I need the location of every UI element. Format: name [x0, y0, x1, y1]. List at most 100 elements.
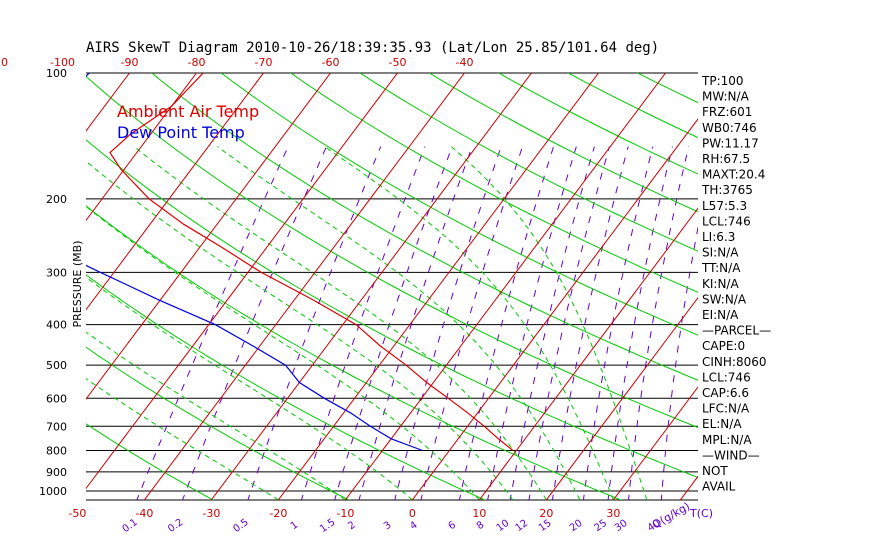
bottom-temp-tick-label: 10: [472, 507, 486, 520]
side-panel-line: FRZ:601: [702, 105, 752, 119]
isotherm--90: [86, 73, 131, 132]
bottom-temp-tick-label: -10: [336, 507, 354, 520]
dry-adiabat-460: [497, 73, 698, 175]
moist-adiabat-35: [450, 146, 648, 500]
isotherm--50: [86, 73, 399, 490]
isotherm--60: [86, 73, 332, 400]
side-panel-line: TP:100: [701, 74, 744, 88]
pressure-tick-labels: 100 200 300 400 500 600 700 800 900 1000: [39, 67, 67, 498]
mixing-ratio-line-3: [394, 146, 502, 500]
top-temp-tick-label: -90: [121, 56, 139, 69]
dry-adiabat-560: [825, 64, 870, 501]
isotherm--110: [0, 54, 10, 502]
dry-adiabat-240: [86, 423, 215, 500]
mixing-ratio-label: 10: [495, 518, 512, 534]
pressure-tick-label: 400: [46, 319, 67, 332]
isotherm--10: [344, 73, 667, 500]
side-panel-line: CINH:8060: [702, 355, 767, 369]
bottom-temp-tick-label: 30: [606, 507, 620, 520]
side-panel-line: PW:11.17: [702, 136, 759, 150]
plot-area: [0, 54, 870, 502]
mixing-ratio-line-0.2: [182, 146, 327, 500]
side-panel-line: L57:5.3: [702, 199, 747, 213]
pressure-tick-label: 800: [46, 444, 67, 457]
side-panel-line: EL:N/A: [702, 417, 742, 431]
moist-adiabat--20: [86, 378, 279, 500]
y-axis-label: PRESSURE (MB): [71, 241, 84, 328]
profile-series: [86, 73, 514, 452]
top-temp-tick-label: -50: [389, 56, 407, 69]
side-panel-line: CAP:6.6: [702, 386, 749, 400]
side-panel-line: NOT: [702, 464, 728, 478]
mixing-ratio-line-30: [627, 146, 690, 500]
side-panel-line: MAXT:20.4: [702, 168, 765, 182]
mixing-ratio-line-6: [458, 146, 554, 500]
top-temp-tick-label: -70: [255, 56, 273, 69]
mixing-ratio-label: 2: [346, 520, 358, 533]
mixing-ratio-unit-label: Q(g/kg): [650, 500, 692, 532]
moist-adiabat-15: [86, 160, 514, 500]
mixing-ratio-line-1: [300, 146, 426, 500]
moist-adiabat-30: [324, 146, 614, 500]
dry-adiabat-380: [220, 73, 698, 336]
moist-adiabat-0: [86, 276, 413, 500]
pressure-tick-label: 600: [46, 392, 67, 405]
pressure-tick-label: 300: [46, 266, 67, 279]
mixing-ratio-line-0.5: [247, 146, 382, 500]
dry-adiabat-280: [86, 274, 487, 500]
side-panel-line: —WIND—: [702, 448, 760, 462]
bottom-temp-tick-label: -40: [135, 507, 153, 520]
bottom-temp-tick-label: -30: [202, 507, 220, 520]
mixing-ratio-label: 3: [382, 520, 394, 533]
top-temp-tick-label: -60: [322, 56, 340, 69]
dry-adiabat-260: [86, 346, 351, 500]
dry-adiabat-400: [289, 73, 698, 293]
isotherm-0: [411, 118, 698, 500]
side-panel-line: SI:N/A: [702, 246, 739, 260]
mixing-ratio-label: 20: [568, 518, 585, 534]
mixing-ratio-label: 1.5: [318, 517, 337, 535]
legend-dew-point-temp: Dew Point Temp: [117, 123, 245, 142]
mixing-ratio-label: 6: [447, 520, 459, 533]
side-panel-line: SW:N/A: [702, 292, 747, 306]
top-temperature-tick-labels: -120-110-100-90-80-70-60-50-40: [0, 56, 473, 69]
side-panel-line: RH:67.5: [702, 152, 750, 166]
mixing-ratio-line-40: [660, 224, 698, 500]
side-panel-line: LCL:746: [702, 214, 751, 228]
top-temp-tick-label: -100: [50, 56, 75, 69]
mixing-ratio-line-2: [358, 146, 473, 500]
pressure-tick-label: 100: [46, 67, 67, 80]
series-line-dew-point-temp: [86, 73, 423, 452]
top-temp-tick-label: -40: [456, 56, 474, 69]
x-axis-unit-label: T(C): [689, 507, 713, 520]
side-panel-line: AVAIL: [702, 480, 736, 494]
moist-adiabat-20: [133, 146, 547, 500]
pressure-tick-label: 500: [46, 359, 67, 372]
mixing-ratio-label: 25: [592, 518, 609, 534]
side-panel-line: LFC:N/A: [702, 402, 750, 416]
side-panel-line: LCL:746: [702, 370, 751, 384]
side-panel-line: —PARCEL—: [702, 324, 771, 338]
moist-adiabat--10: [86, 331, 346, 500]
pressure-tick-label: 900: [46, 466, 67, 479]
isotherm-lines: [0, 54, 698, 502]
isotherm--30: [210, 73, 533, 500]
dry-adiabat-360: [151, 73, 698, 381]
mixing-ratio-label: 0.2: [166, 517, 185, 535]
mixing-ratio-lines: [136, 146, 698, 500]
dry-adiabat-220: [0, 64, 78, 501]
pressure-tick-label: 1000: [39, 485, 67, 498]
mixing-ratio-line-20: [582, 146, 654, 500]
pressure-tick-label: 700: [46, 420, 67, 433]
top-temp-tick-label: -80: [188, 56, 206, 69]
moist-adiabat-25: [217, 146, 581, 500]
side-panel-line: WB0:746: [702, 121, 757, 135]
side-panel-line: MW:N/A: [702, 90, 750, 104]
side-panel-line: CAPE:0: [702, 339, 745, 353]
dry-adiabat-540: [756, 64, 870, 501]
bottom-temp-tick-label: -20: [269, 507, 287, 520]
dry-adiabat-420: [359, 73, 698, 252]
top-temp-tick-label: -110: [0, 56, 8, 69]
